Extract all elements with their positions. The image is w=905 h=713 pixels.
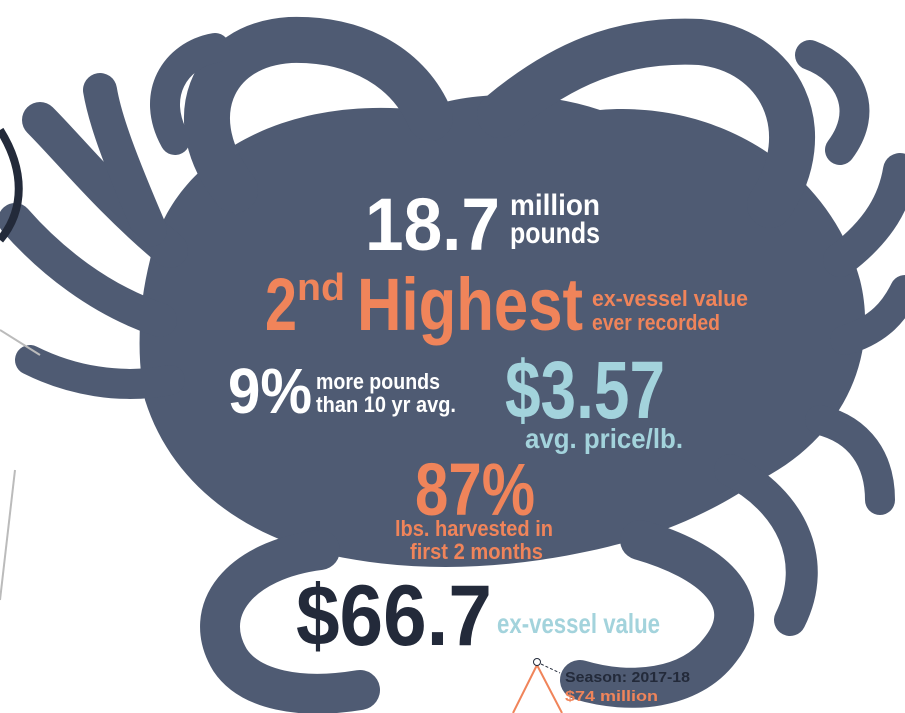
stat-note: lbs. harvested in [395,516,553,541]
stat-number: $3.57 [505,345,665,436]
rank-number: 2 [265,263,297,346]
callout-season: Season: 2017-18 [565,669,690,686]
edge-line [0,469,16,601]
stat-unit: million [510,189,600,222]
stat-number: 87% [415,448,535,531]
stat-number: 18.7 [365,183,500,266]
stat-note: than 10 yr avg. [316,392,456,417]
stat-note: avg. price/lb. [525,423,683,454]
callout-leader [540,663,561,674]
stat-number: $66.7 [296,568,492,664]
stat-number: 9% [228,355,312,427]
callout-point [533,658,541,666]
rank-note: ever recorded [592,310,720,335]
stat-unit: ex-vessel value [497,608,660,639]
trend-line [512,662,563,713]
callout-value: $74 million [565,688,658,705]
edge-line [0,329,41,356]
rank-suffix: nd [297,267,345,309]
rank-word: Highest [357,263,583,346]
stat-unit: pounds [510,217,600,250]
crab-silhouette [0,16,905,713]
stat-note: first 2 months [410,539,543,564]
stat-unit: million [497,580,583,613]
edge-fragment [0,127,23,243]
rank-note: ex-vessel value [592,286,748,311]
stat-note: more pounds [316,369,440,394]
